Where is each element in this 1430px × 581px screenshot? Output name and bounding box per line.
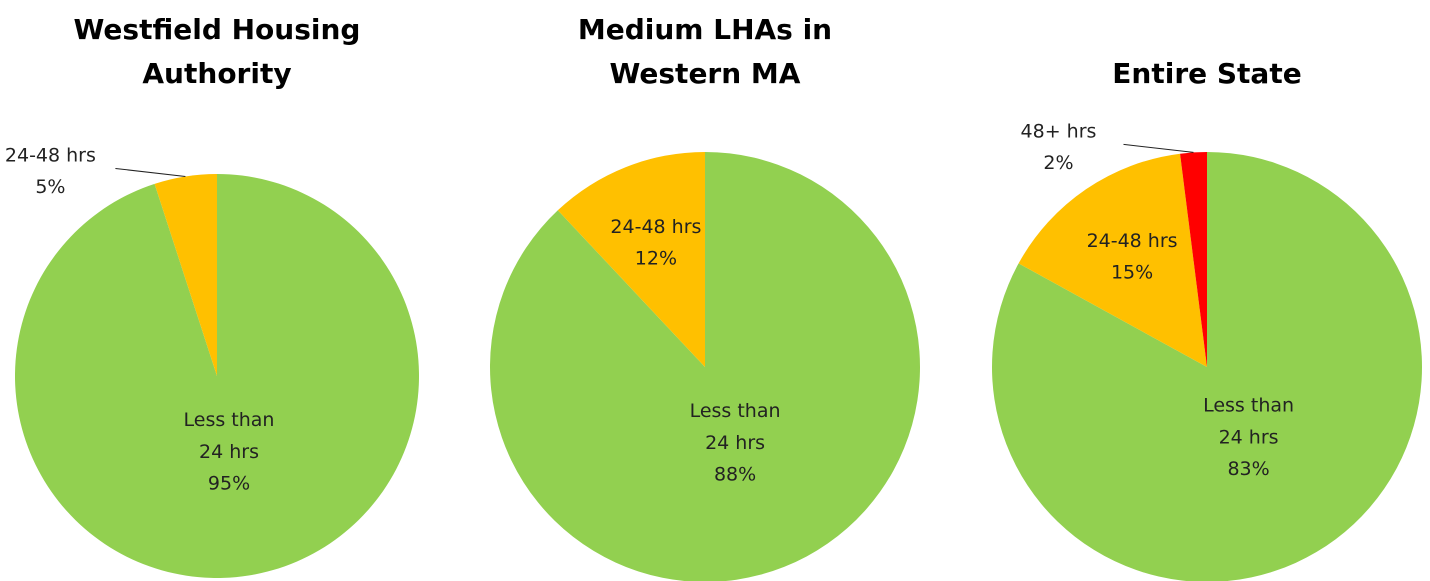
pie-slice [14, 174, 420, 578]
value-label: 5% [35, 176, 65, 198]
slice-label: Less than 24 hrs [184, 408, 275, 462]
slice-label-line: Less than [1203, 394, 1294, 416]
slice-label: 48+ hrs [1021, 120, 1097, 142]
slice-label-line: 24 hrs [705, 431, 765, 453]
chart-title: Entire State [1112, 57, 1301, 90]
slice-label-line: Less than [690, 399, 781, 421]
value-label: 83% [1227, 458, 1269, 480]
slice-label: 24-48 hrs [5, 144, 96, 166]
chart-title: Westfield Housing Authority [74, 13, 361, 90]
pie-slice [154, 174, 217, 376]
slice-label: 24-48 hrs [610, 216, 701, 238]
slice-label-line: Less than [184, 408, 275, 430]
pie-slice [1018, 153, 1207, 367]
slice-label-line: 24-48 hrs [5, 144, 96, 166]
title-line: Western MA [610, 57, 801, 90]
slice-label-line: 24-48 hrs [610, 216, 701, 238]
title-line: Medium LHAs in [578, 13, 832, 46]
value-label: 95% [208, 472, 250, 494]
pie-slice [992, 152, 1422, 581]
slice-label: 24-48 hrs [1087, 229, 1178, 251]
value-label: 88% [714, 463, 756, 485]
slice-label: Less than 24 hrs [690, 399, 781, 453]
leader-line [1123, 143, 1194, 153]
slice-label-line: 24 hrs [199, 440, 259, 462]
slice-label-line: 48+ hrs [1021, 120, 1097, 142]
slice-label-line: 24 hrs [1219, 426, 1279, 448]
chart-title: Medium LHAs in Western MA [578, 13, 832, 90]
title-line: Authority [142, 57, 291, 90]
slice-label: Less than 24 hrs [1203, 394, 1294, 448]
slice-label-line: 24-48 hrs [1087, 229, 1178, 251]
value-label: 2% [1043, 152, 1073, 174]
title-line: Westfield Housing [74, 13, 361, 46]
pie-slice [490, 152, 920, 581]
title-line: Entire State [1112, 57, 1301, 90]
pie-slice [1180, 152, 1207, 367]
value-label: 15% [1111, 261, 1153, 283]
value-label: 12% [635, 248, 677, 270]
pie-slice [557, 152, 705, 367]
leader-line [115, 167, 186, 177]
